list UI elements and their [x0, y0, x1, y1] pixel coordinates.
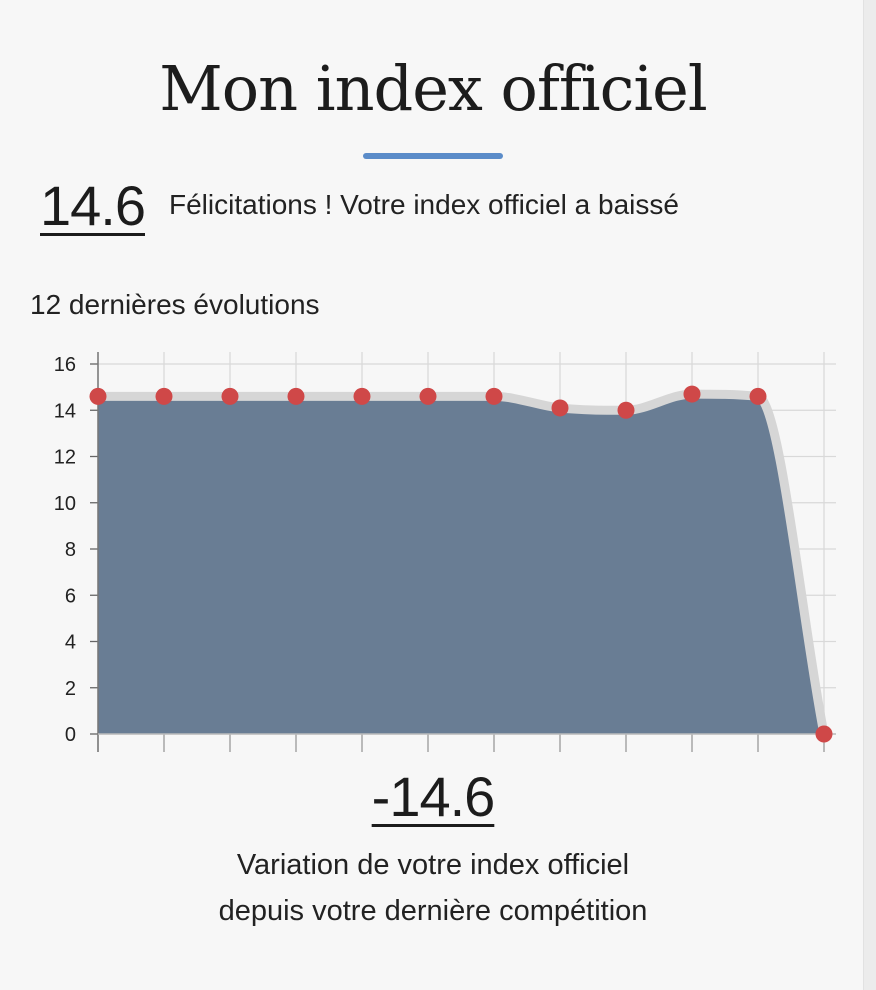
index-evolution-chart: 0 2 4 6 8 10 12 14 16	[54, 352, 836, 752]
index-message: Félicitations ! Votre index officiel a b…	[169, 189, 679, 220]
data-point	[419, 387, 437, 405]
variation-value: -14.6	[371, 765, 496, 828]
official-index-value: 14.6	[40, 173, 146, 237]
y-tick-label: 0	[65, 724, 76, 746]
y-tick-label: 6	[65, 585, 76, 607]
variation-caption-line-1: Variation de votre index officiel	[236, 849, 630, 881]
data-point	[287, 387, 305, 405]
data-point	[749, 387, 767, 405]
variation-caption: Variation de votre index officiel depuis…	[0, 842, 866, 934]
y-tick-label: 10	[54, 493, 76, 515]
title-underline	[363, 153, 503, 159]
page-title: Mon index officiel	[159, 52, 707, 125]
data-point	[89, 387, 107, 405]
data-point	[815, 725, 833, 743]
chart-area	[97, 389, 829, 735]
chart-label: 12 dernières évolutions	[30, 289, 320, 320]
series-area	[98, 394, 824, 734]
data-point	[617, 401, 635, 419]
y-tick-label: 8	[65, 539, 76, 561]
variation-caption-line-2: depuis votre dernière compétition	[218, 895, 648, 927]
chart-axes: 0 2 4 6 8 10 12 14 16	[54, 352, 836, 752]
index-summary: 14.6 Félicitations ! Votre index officie…	[40, 170, 860, 240]
data-point	[683, 385, 701, 403]
data-point	[155, 387, 173, 405]
y-tick-label: 2	[65, 678, 76, 700]
y-tick-label: 14	[54, 400, 76, 422]
variation-block: -14.6	[0, 764, 866, 829]
chart-points	[89, 385, 833, 743]
data-point	[485, 387, 503, 405]
y-tick-label: 16	[54, 354, 76, 376]
page-edge	[863, 0, 876, 990]
data-point	[353, 387, 371, 405]
data-point	[551, 399, 569, 417]
y-tick-label: 12	[54, 447, 76, 469]
y-tick-label: 4	[65, 632, 76, 654]
data-point	[221, 387, 239, 405]
